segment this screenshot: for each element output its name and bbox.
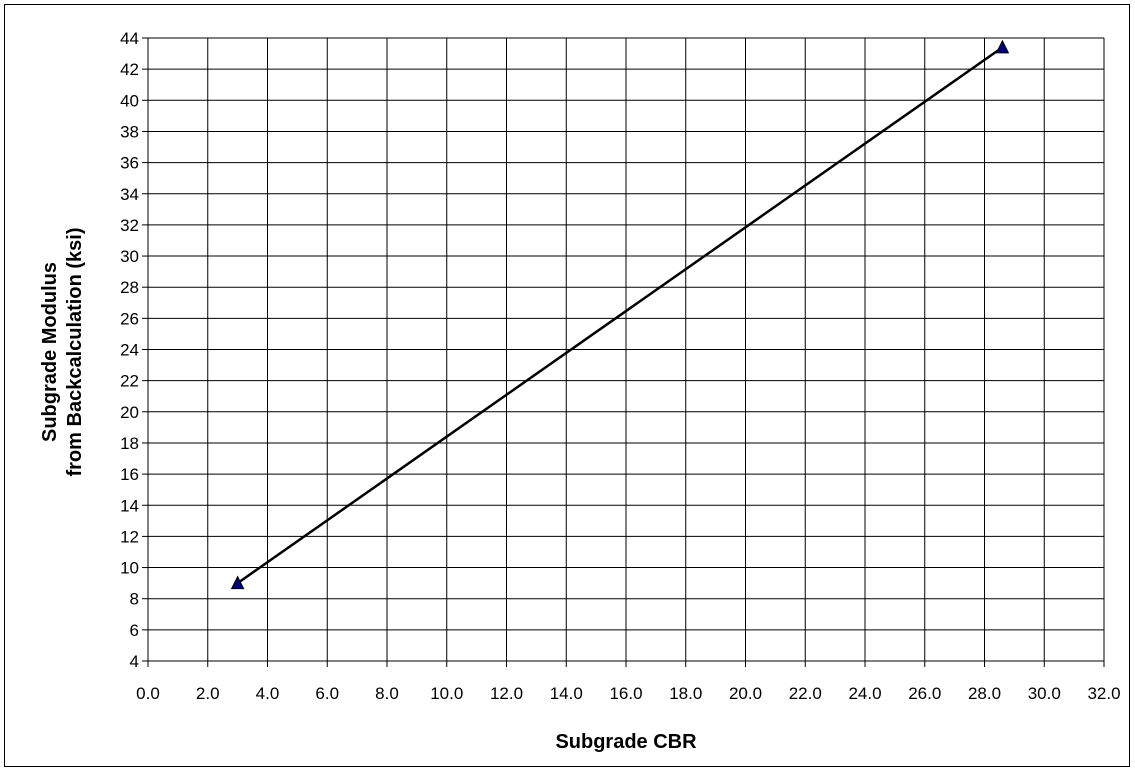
axes bbox=[142, 37, 1105, 667]
x-tick-label: 8.0 bbox=[375, 684, 399, 703]
grid bbox=[148, 37, 1105, 661]
x-tick-label: 20.0 bbox=[729, 684, 762, 703]
y-tick-label: 28 bbox=[120, 278, 139, 297]
series bbox=[230, 39, 1010, 590]
x-tick-label: 16.0 bbox=[609, 684, 642, 703]
y-tick-labels: 4 6 8 10 12 14 16 18 20 22 24 26 28 30 32 34 36 38 40 42 44 bbox=[120, 29, 139, 671]
x-tick-label: 32.0 bbox=[1087, 684, 1120, 703]
y-tick-label: 18 bbox=[120, 434, 139, 453]
y-tick-label: 14 bbox=[120, 496, 139, 515]
x-tick-label: 10.0 bbox=[430, 684, 463, 703]
y-axis-title: Subgrade Modulus from Backcalculation (k… bbox=[39, 228, 86, 477]
y-tick-label: 42 bbox=[120, 60, 139, 79]
y-tick-label: 38 bbox=[120, 122, 139, 141]
x-tick-label: 28.0 bbox=[968, 684, 1001, 703]
y-tick-label: 6 bbox=[130, 621, 139, 640]
x-tick-label: 4.0 bbox=[256, 684, 280, 703]
y-axis-title-line1: Subgrade Modulus bbox=[39, 262, 61, 442]
x-tick-label: 22.0 bbox=[789, 684, 822, 703]
y-tick-label: 4 bbox=[130, 652, 139, 671]
y-tick-label: 10 bbox=[120, 559, 139, 578]
y-tick-label: 26 bbox=[120, 309, 139, 328]
x-tick-labels: 0.0 2.0 4.0 6.0 8.0 10.0 12.0 14.0 16.0 18.0 20.0 2… bbox=[136, 684, 1120, 703]
x-axis-title: Subgrade CBR bbox=[555, 731, 697, 753]
x-tick-label: 6.0 bbox=[315, 684, 339, 703]
data-point-marker bbox=[995, 39, 1010, 54]
y-tick-label: 12 bbox=[120, 527, 139, 546]
x-tick-label: 2.0 bbox=[196, 684, 220, 703]
x-tick-label: 24.0 bbox=[848, 684, 881, 703]
x-tick-label: 0.0 bbox=[136, 684, 160, 703]
x-tick-label: 30.0 bbox=[1028, 684, 1061, 703]
y-tick-label: 32 bbox=[120, 216, 139, 235]
y-tick-label: 16 bbox=[120, 465, 139, 484]
y-tick-label: 40 bbox=[120, 91, 139, 110]
y-tick-label: 22 bbox=[120, 372, 139, 391]
y-tick-label: 34 bbox=[120, 185, 139, 204]
y-axis-title-line2: from Backcalculation (ksi) bbox=[64, 228, 86, 477]
x-tick-label: 26.0 bbox=[908, 684, 941, 703]
y-tick-label: 8 bbox=[130, 590, 139, 609]
x-tick-label: 12.0 bbox=[490, 684, 523, 703]
y-tick-label: 36 bbox=[120, 154, 139, 173]
x-tick-label: 18.0 bbox=[669, 684, 702, 703]
y-tick-label: 30 bbox=[120, 247, 139, 266]
y-tick-label: 44 bbox=[120, 29, 139, 48]
y-tick-label: 20 bbox=[120, 403, 139, 422]
series-line bbox=[236, 46, 1004, 585]
data-point-marker bbox=[230, 575, 245, 590]
y-tick-label: 24 bbox=[120, 341, 139, 360]
x-tick-label: 14.0 bbox=[550, 684, 583, 703]
